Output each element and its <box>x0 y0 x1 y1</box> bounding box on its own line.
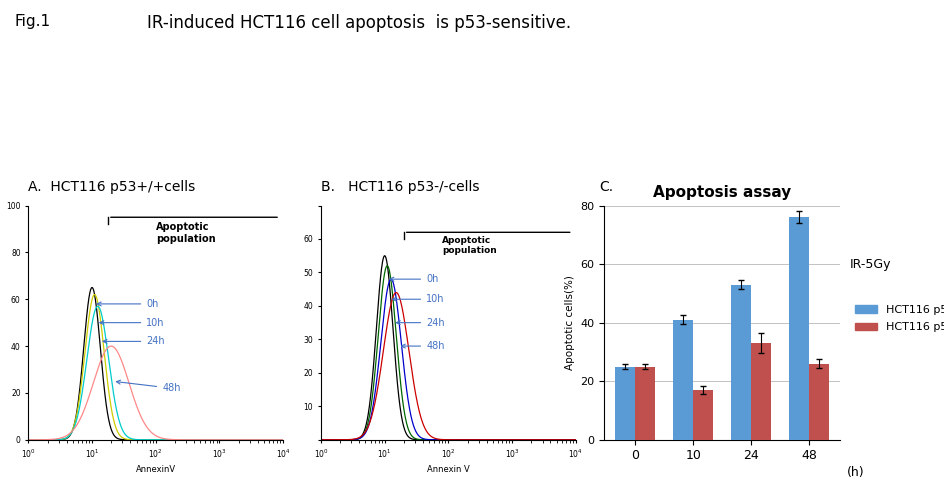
Y-axis label: Apoptotic cells(%): Apoptotic cells(%) <box>565 275 575 370</box>
Bar <box>673 320 693 440</box>
Bar <box>615 367 635 440</box>
Text: Apoptotic
population: Apoptotic population <box>156 222 215 243</box>
Text: B.   HCT116 p53-/-cells: B. HCT116 p53-/-cells <box>321 180 480 194</box>
Bar <box>809 364 830 440</box>
X-axis label: Annexin V: Annexin V <box>427 466 470 474</box>
Text: 10h: 10h <box>100 318 164 327</box>
Text: IR-induced HCT116 cell apoptosis  is p53-sensitive.: IR-induced HCT116 cell apoptosis is p53-… <box>146 14 571 33</box>
Text: (h): (h) <box>847 466 865 478</box>
Text: Fig.1: Fig.1 <box>14 14 50 29</box>
Title: Apoptosis assay: Apoptosis assay <box>653 185 791 200</box>
Text: Apoptotic
population: Apoptotic population <box>442 236 497 255</box>
Text: 24h: 24h <box>103 337 165 347</box>
X-axis label: AnnexinV: AnnexinV <box>136 466 176 474</box>
Bar <box>635 367 655 440</box>
Text: 24h: 24h <box>396 318 445 327</box>
Bar <box>751 343 771 440</box>
Text: 0h: 0h <box>97 299 159 309</box>
Legend: HCT116 p53+/+, HCT116 p53-/-: HCT116 p53+/+, HCT116 p53-/- <box>851 300 944 337</box>
Text: 48h: 48h <box>401 341 445 351</box>
Text: 0h: 0h <box>390 274 438 284</box>
Text: A.  HCT116 p53+/+cells: A. HCT116 p53+/+cells <box>28 180 195 194</box>
Bar <box>789 217 809 440</box>
Text: C.: C. <box>599 180 614 194</box>
Bar <box>731 284 751 440</box>
Text: IR-5Gy: IR-5Gy <box>850 258 891 271</box>
Text: 48h: 48h <box>116 380 180 393</box>
Text: 10h: 10h <box>393 294 445 304</box>
Bar <box>693 390 714 440</box>
